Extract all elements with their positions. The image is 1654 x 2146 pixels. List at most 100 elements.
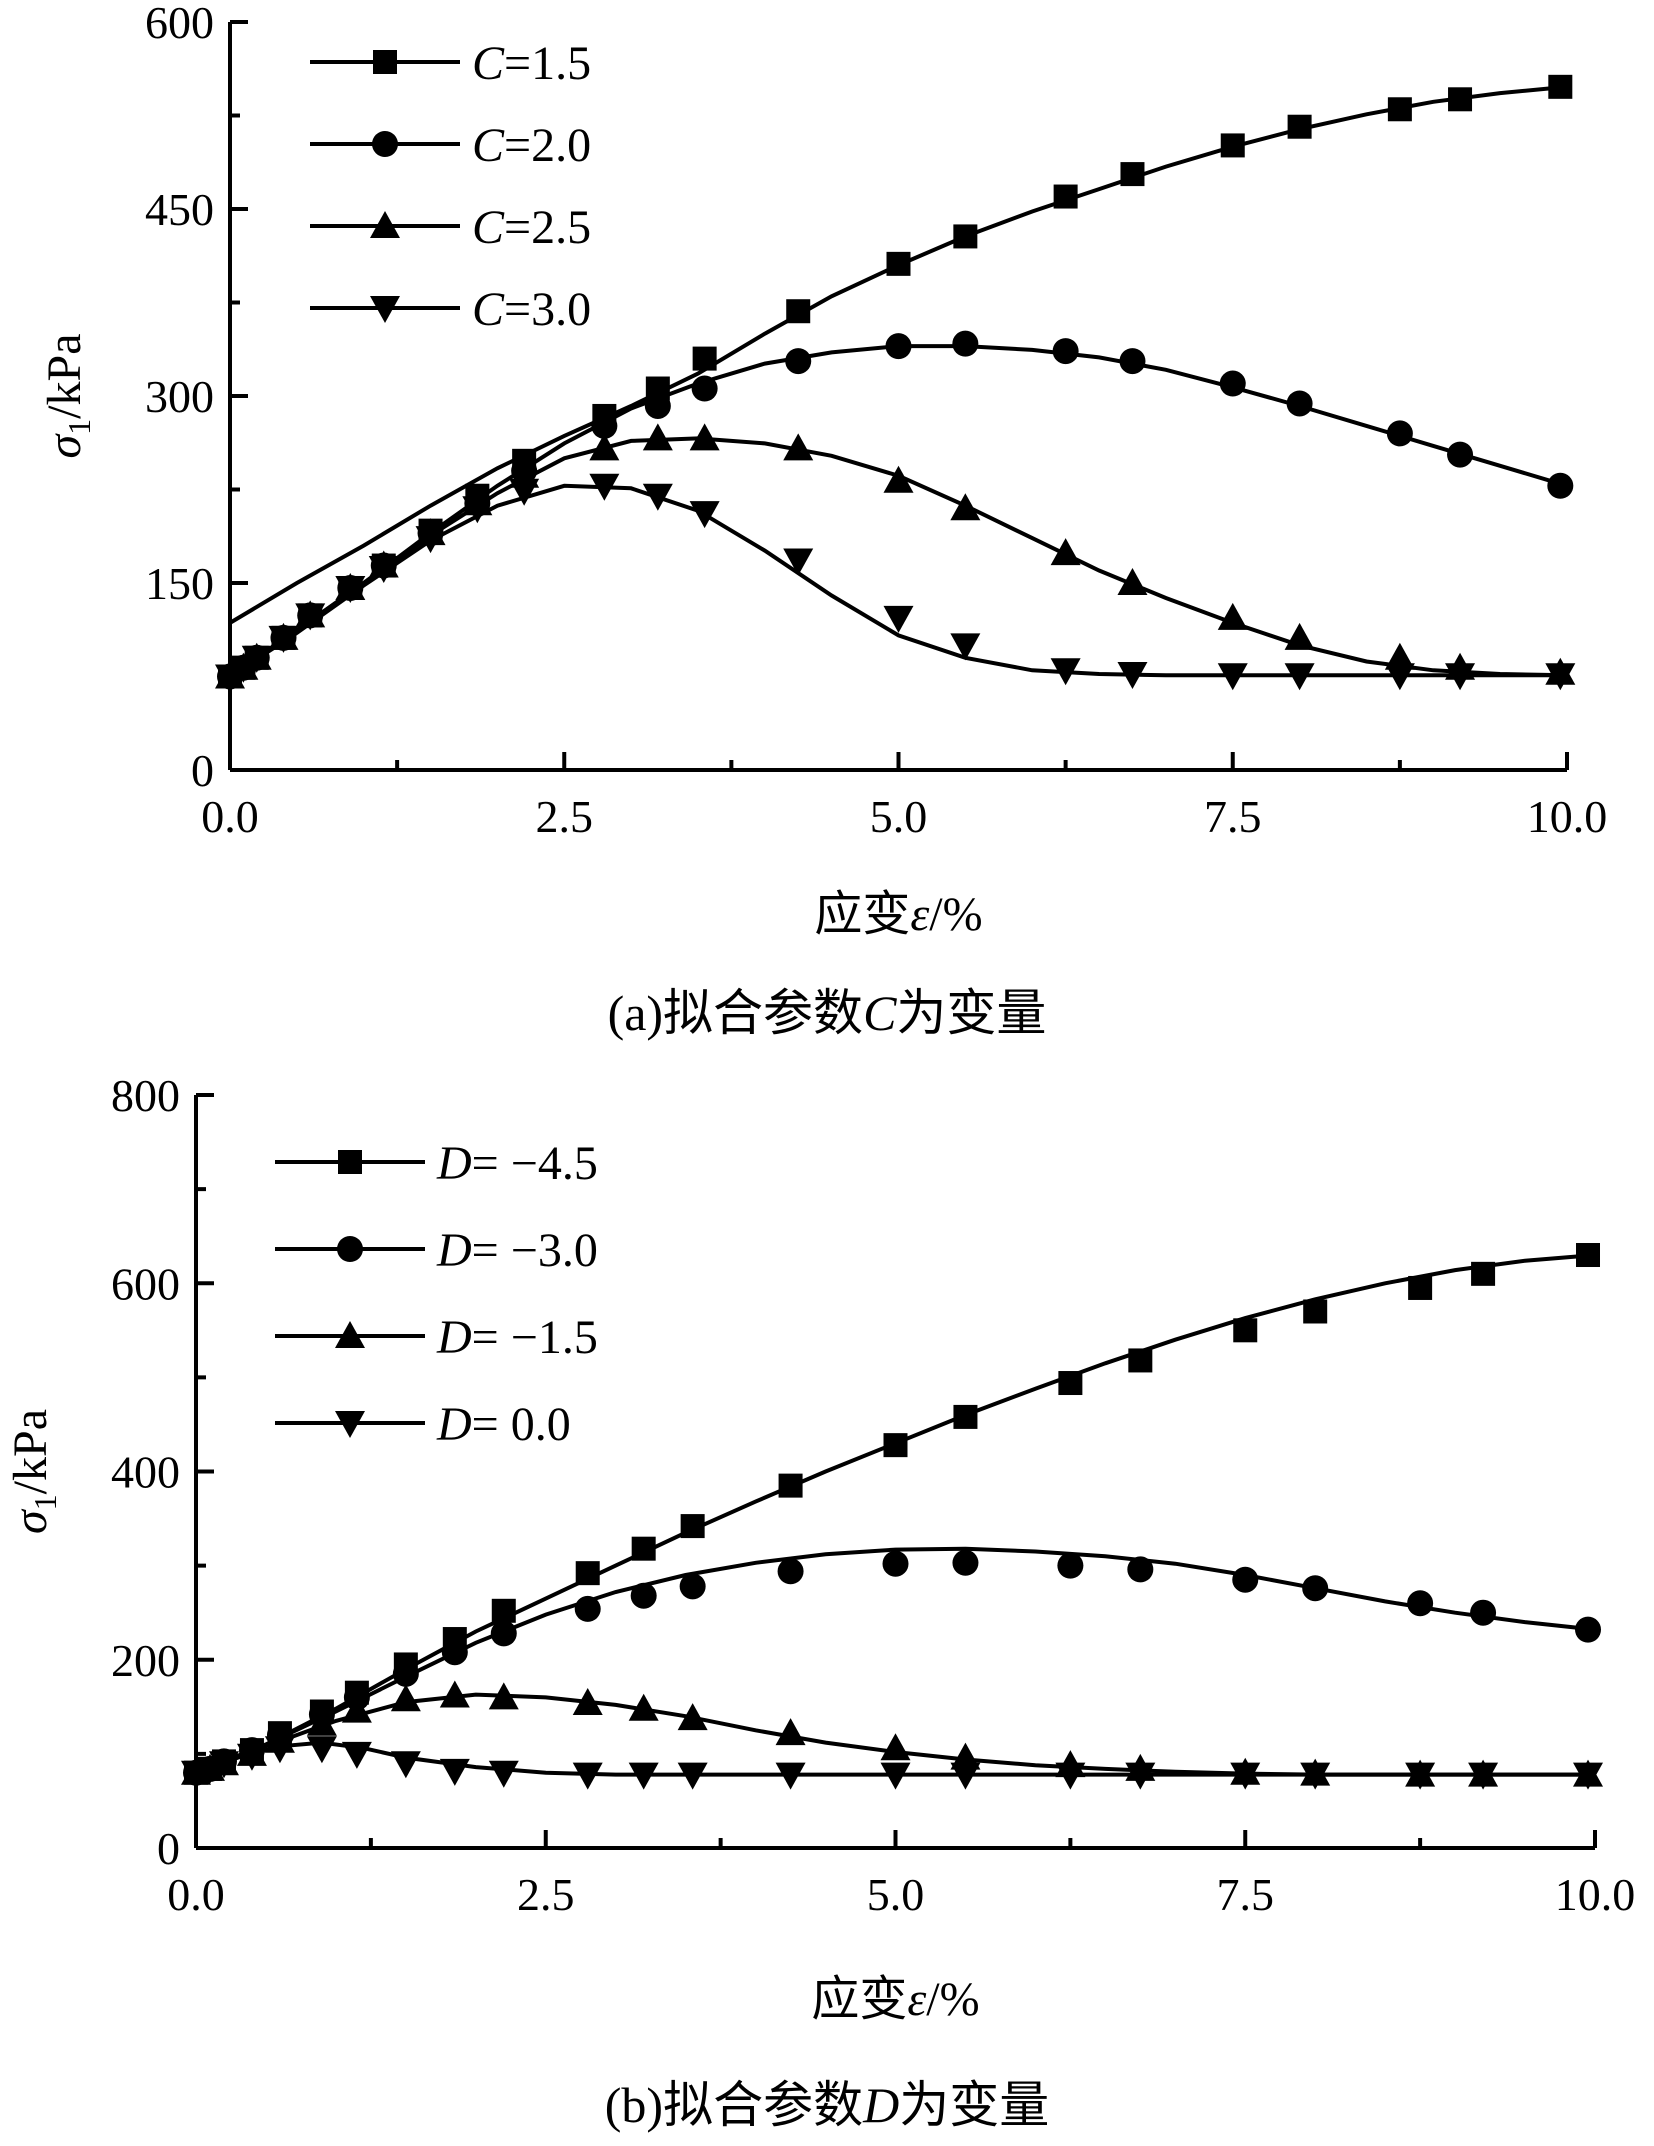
data-point-triangle-up [1384,642,1415,670]
y-tick-label: 200 [111,1635,180,1686]
data-point-circle [591,412,618,439]
data-point-square [692,346,717,371]
data-point-circle [952,1549,979,1576]
legend-label: D= 0.0 [436,1398,571,1451]
y-tick-label: 400 [111,1447,180,1498]
legend-entry: D= −3.0 [275,1224,598,1277]
data-point-triangle-down [241,645,272,673]
y-tick-label: 0 [157,1823,180,1874]
data-point-square [953,1404,978,1429]
data-point-square [1576,1243,1601,1268]
data-point-circle [392,1660,419,1687]
data-point-square [1387,97,1412,122]
chart-b: 0 200 400 600 800 0.0 2.5 5.0 7.5 10.0 σ1/kPa 应变ε/%… [4,1070,1635,2133]
legend-marker-square [338,1150,362,1174]
data-point-circle [679,1573,706,1600]
data-point-square [1471,1261,1496,1286]
data-point-triangle-up [488,1682,519,1710]
data-point-square [1058,1371,1083,1396]
series-b-1 [183,1546,1602,1786]
data-point-triangle-down [439,1758,470,1786]
data-point-triangle-up [439,1680,470,1708]
data-point-triangle-up [775,1718,806,1746]
x-tick-label: 0.0 [201,791,259,842]
data-point-triangle-down [1217,663,1248,691]
data-point-triangle-down [1300,1762,1331,1790]
data-point-circle [1470,1599,1497,1626]
data-point-square [953,224,978,249]
y-tick-label: 600 [111,1258,180,1309]
data-point-triangle-down [950,1762,981,1790]
data-point-triangle-down [335,575,366,603]
series-a-3 [215,473,1576,692]
data-point-square [1120,162,1145,187]
series-a-2 [215,423,1576,689]
data-point-triangle-up [1217,602,1248,630]
data-point-square [886,251,911,276]
legend-entry: D= −1.5 [275,1311,598,1364]
data-point-triangle-down [775,1762,806,1790]
data-point-square [1128,1348,1153,1373]
data-point-circle [882,1550,909,1577]
legend-entry: D= 0.0 [275,1398,571,1451]
legend-entry: C=3.0 [310,283,591,336]
data-point-triangle-up [642,423,673,451]
legend-label: C=1.5 [472,37,591,90]
data-point-triangle-down [488,1760,519,1788]
data-point-triangle-up [628,1693,659,1721]
data-point-triangle-down [341,1741,372,1769]
data-point-square [778,1473,803,1498]
data-point-triangle-up [1050,538,1081,566]
data-point-triangle-down [880,1762,911,1790]
data-point-triangle-down [1230,1762,1261,1790]
data-point-circle [1119,348,1146,375]
data-point-circle [1575,1616,1602,1643]
legend-entry: C=2.5 [310,201,591,254]
data-point-square [786,299,811,324]
x-axis-title: 应变ε/% [811,1973,979,2026]
legend-marker-triangle-down [335,1411,365,1438]
data-point-triangle-down [1384,663,1415,691]
data-point-triangle-up [1284,622,1315,650]
data-point-circle [1219,370,1246,397]
x-tick-label: 2.5 [517,1869,575,1920]
data-point-triangle-down [1573,1762,1604,1790]
data-point-triangle-down [306,1736,337,1764]
legend-label: C=2.0 [472,119,591,172]
y-axis-title: σ1/kPa [4,1409,63,1534]
data-point-square [491,1598,516,1623]
data-point-circle [1386,420,1413,447]
data-point-circle [1547,472,1574,499]
legend-entry: D= −4.5 [275,1137,598,1190]
y-tick-label: 300 [145,371,214,422]
x-tick-label: 0.0 [167,1869,225,1920]
data-point-triangle-down [295,603,326,631]
series-line [228,483,1567,679]
chart-a: 0 150 300 450 600 0.0 2.5 5.0 7.5 10.0 σ1/kPa 应变ε/%… [38,0,1607,1041]
data-point-circle [644,392,671,419]
y-tick-label: 150 [145,558,214,609]
data-point-square [1303,1299,1328,1324]
data-point-triangle-up [783,433,814,461]
series-b-3 [181,1736,1604,1790]
data-point-triangle-down [1055,1762,1086,1790]
data-point-circle [490,1620,517,1647]
data-point-triangle-up [880,1733,911,1761]
chart-caption: (a)拟合参数C为变量 [608,985,1047,1041]
data-point-circle [1407,1590,1434,1617]
data-point-triangle-up [1117,568,1148,595]
x-tick-label: 2.5 [536,791,594,842]
data-point-circle [885,333,912,360]
series-line [195,1546,1596,1775]
x-tick-label: 5.0 [870,791,928,842]
data-point-circle [1052,338,1079,365]
data-point-square [1053,184,1078,209]
data-point-square [1548,74,1573,99]
chart-caption: (b)拟合参数D为变量 [605,2077,1049,2133]
legend-label: D= −3.0 [436,1224,598,1277]
y-tick-label: 450 [145,184,214,235]
data-point-triangle-up [689,423,720,451]
data-point-triangle-down [236,1743,267,1771]
data-point-triangle-down [783,548,814,576]
data-point-triangle-down [589,473,620,501]
